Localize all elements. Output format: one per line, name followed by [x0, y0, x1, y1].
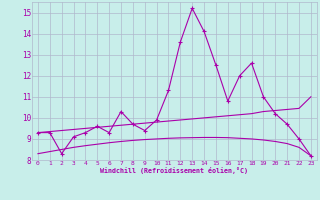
X-axis label: Windchill (Refroidissement éolien,°C): Windchill (Refroidissement éolien,°C)	[100, 167, 248, 174]
